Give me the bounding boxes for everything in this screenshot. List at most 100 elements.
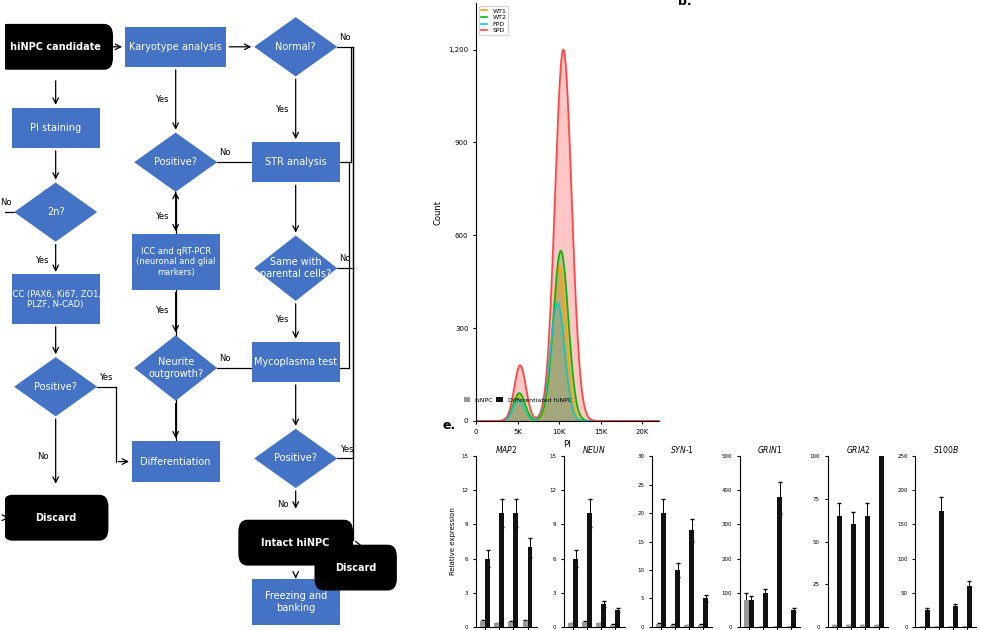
Bar	[939, 511, 944, 627]
SPD	[647, 417, 659, 425]
Text: No: No	[278, 500, 288, 509]
Bar	[703, 598, 708, 627]
Text: Mycoplasma test: Mycoplasma test	[254, 357, 337, 367]
FPD	[647, 417, 659, 425]
Bar	[670, 624, 675, 627]
WT1	[559, 312, 571, 320]
SPD	[470, 417, 482, 425]
Polygon shape	[254, 236, 337, 301]
Bar	[837, 516, 842, 627]
WT1	[554, 264, 566, 272]
Text: Yes: Yes	[155, 306, 169, 315]
Text: No: No	[0, 198, 12, 207]
Text: Intact hiNPC: Intact hiNPC	[262, 537, 330, 547]
Bar	[656, 624, 661, 627]
Polygon shape	[134, 335, 217, 401]
Bar	[953, 606, 957, 627]
Legend: WT1, WT2, FPD, SPD: WT1, WT2, FPD, SPD	[479, 6, 508, 35]
Bar	[494, 624, 499, 627]
WT2	[653, 417, 665, 425]
Title: $\it{GRIA2}$: $\it{GRIA2}$	[846, 444, 870, 455]
Y-axis label: Relative expression: Relative expression	[450, 508, 456, 575]
Line: WT2: WT2	[476, 251, 659, 421]
Text: No: No	[339, 33, 351, 42]
Text: Positive?: Positive?	[275, 454, 317, 464]
Text: ICC (PAX6, Ki67, ZO1,
PLZF, N-CAD): ICC (PAX6, Ki67, ZO1, PLZF, N-CAD)	[10, 290, 101, 309]
SPD	[614, 417, 626, 425]
Line: WT1: WT1	[476, 266, 659, 421]
WT2	[555, 247, 567, 255]
Bar	[685, 625, 690, 627]
FPD	[554, 308, 566, 316]
Line: SPD: SPD	[476, 50, 659, 421]
Text: PI staining: PI staining	[30, 123, 81, 133]
Text: No: No	[37, 452, 49, 461]
Text: Discard: Discard	[35, 513, 77, 523]
Legend: hiNPC, Differentiated hiNPC: hiNPC, Differentiated hiNPC	[461, 394, 574, 405]
WT1	[614, 417, 626, 425]
WT1	[480, 417, 491, 425]
FPD	[614, 417, 626, 425]
Title: $\it{S100B}$: $\it{S100B}$	[933, 444, 958, 455]
Bar	[601, 604, 606, 627]
WT2	[554, 248, 566, 255]
Bar	[568, 624, 573, 627]
Line: FPD: FPD	[476, 303, 659, 421]
Polygon shape	[254, 429, 337, 488]
Bar	[481, 621, 486, 627]
Text: Yes: Yes	[99, 373, 113, 382]
Bar	[528, 547, 533, 627]
SPD	[647, 417, 659, 425]
Bar	[744, 600, 749, 627]
FPD	[647, 417, 659, 425]
Text: Yes: Yes	[276, 315, 288, 324]
WT2	[647, 417, 659, 425]
WT1	[553, 263, 565, 270]
Text: 2n?: 2n?	[47, 207, 65, 217]
Bar	[832, 625, 837, 627]
Bar	[860, 625, 865, 627]
Title: $\it{SYN}$-$\it{1}$: $\it{SYN}$-$\it{1}$	[670, 444, 695, 455]
WT2	[470, 417, 482, 425]
Text: ICC and qRT-PCR
(neuronal and glial
markers): ICC and qRT-PCR (neuronal and glial mark…	[136, 247, 216, 277]
Text: hiNPC candidate: hiNPC candidate	[10, 42, 101, 52]
Bar	[499, 513, 504, 627]
SPD	[554, 72, 566, 80]
WT2	[614, 417, 626, 425]
SPD	[653, 417, 665, 425]
WT1	[653, 417, 665, 425]
Bar	[967, 586, 972, 627]
Bar	[610, 624, 615, 627]
FPD	[470, 417, 482, 425]
Bar	[486, 559, 490, 627]
Bar	[874, 625, 879, 627]
Text: e.: e.	[442, 419, 456, 432]
Text: Differentiation: Differentiation	[140, 457, 211, 467]
FancyBboxPatch shape	[252, 142, 339, 183]
Bar	[583, 622, 588, 627]
FancyBboxPatch shape	[12, 108, 99, 148]
Text: STR analysis: STR analysis	[265, 158, 327, 167]
Text: b.: b.	[678, 0, 692, 8]
Bar	[865, 516, 870, 627]
WT2	[559, 272, 571, 280]
Bar	[851, 524, 855, 627]
Polygon shape	[254, 17, 337, 76]
Text: Freezing and
banking: Freezing and banking	[265, 591, 327, 613]
Bar	[513, 513, 518, 627]
Text: Yes: Yes	[155, 212, 169, 221]
Bar	[661, 513, 666, 627]
FancyBboxPatch shape	[0, 24, 113, 70]
Bar	[508, 622, 513, 627]
FancyBboxPatch shape	[131, 234, 220, 290]
FancyBboxPatch shape	[252, 341, 339, 382]
FancyBboxPatch shape	[131, 441, 220, 482]
Bar	[596, 624, 601, 627]
FancyBboxPatch shape	[125, 26, 227, 67]
Text: Discard: Discard	[335, 563, 377, 573]
Bar	[749, 600, 753, 627]
Bar	[698, 624, 703, 627]
Text: Neurite
outgrowth?: Neurite outgrowth?	[148, 357, 203, 379]
Text: No: No	[339, 255, 351, 263]
Bar	[675, 570, 680, 627]
